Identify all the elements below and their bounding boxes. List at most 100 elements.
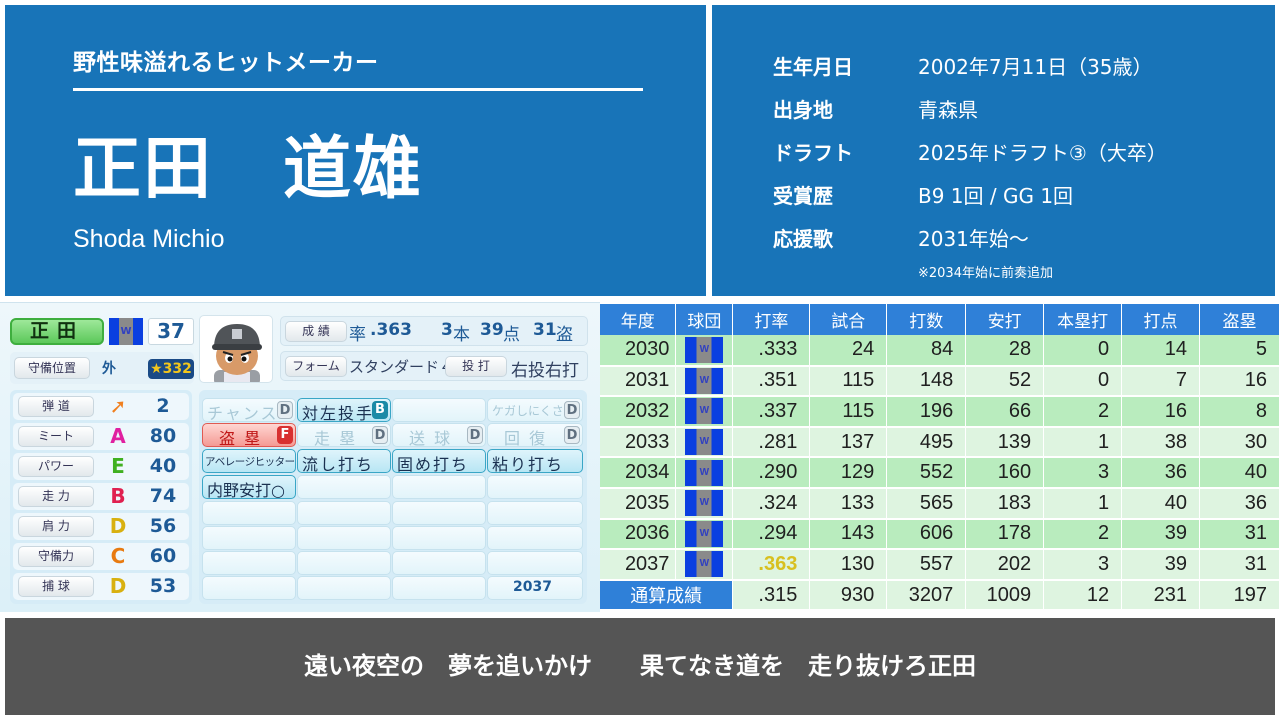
- header-hr: 本塁打: [1043, 304, 1123, 335]
- grade-icon: D: [109, 574, 127, 598]
- cell-hr: 2: [1043, 396, 1123, 428]
- cell-avg: .333: [732, 335, 811, 367]
- table-row: 2035 W .324 133 565 183 1 40 36: [600, 487, 1280, 520]
- profile-value: 2002年7月11日（35歳）: [918, 54, 1153, 79]
- ability-value: 80: [149, 425, 177, 447]
- cell-hits: 178: [965, 518, 1045, 551]
- cell-team: W: [675, 487, 734, 520]
- trajectory-arrow-icon: ➚: [109, 394, 127, 418]
- table-header-row: 年度 球団 打率 試合 打数 安打 本塁打 打点 盗塁: [600, 304, 1280, 335]
- skill-empty: [297, 475, 391, 499]
- cell-rbi: 7: [1121, 365, 1200, 398]
- header-avg: 打率: [732, 304, 811, 335]
- form-value: スタンダード４: [349, 358, 455, 376]
- cell-rbi: 39: [1121, 549, 1200, 581]
- skill-empty: [487, 551, 583, 575]
- avg-prefix: 率: [349, 325, 366, 345]
- cell-games: 143: [809, 518, 888, 551]
- ability-label: 肩 力: [18, 516, 94, 537]
- table-row: 2036 W .294 143 606 178 2 39 31: [600, 518, 1280, 551]
- ability-card: 正田 W 37 守備位置 外 ★332 成 績 率 .363 3 本 39 点 …: [0, 302, 600, 612]
- profile-label: ドラフト: [773, 140, 853, 165]
- cell-games: 930: [809, 579, 888, 612]
- profile-label: 生年月日: [773, 54, 853, 79]
- skill-grade: D: [564, 401, 580, 419]
- skill-empty: [392, 475, 486, 499]
- ability-row-catching: 捕 球 D 53: [13, 573, 189, 600]
- cell-sb: 8: [1199, 396, 1280, 428]
- skill-empty: [202, 501, 296, 525]
- skill-empty: [392, 398, 486, 422]
- skill-empty: [297, 551, 391, 575]
- cell-games: 115: [809, 365, 888, 398]
- cell-avg: .324: [732, 487, 811, 520]
- profile-label: 応援歌: [773, 226, 833, 251]
- cell-team: W: [675, 335, 734, 367]
- skill-text: 送 球: [409, 429, 453, 447]
- skill-grade: F: [277, 426, 293, 444]
- cell-sb: 40: [1199, 457, 1280, 489]
- player-profile-card: 生年月日 2002年7月11日（35歳） 出身地 青森県 ドラフト 2025年ド…: [712, 5, 1275, 296]
- ability-value: 2: [156, 395, 170, 417]
- hr-value: 3: [441, 320, 453, 340]
- cell-year: 2032: [600, 396, 677, 428]
- profile-row-draft: ドラフト 2025年ドラフト③（大卒）: [773, 136, 1167, 166]
- table-total-row: 通算成績 .315 930 3207 1009 12 231 197: [600, 579, 1280, 612]
- table-row: 2034 W .290 129 552 160 3 36 40: [600, 457, 1280, 489]
- profile-row-cheer-song: 応援歌 2031年始～: [773, 222, 1029, 252]
- cell-hr: 0: [1043, 335, 1123, 367]
- cell-avg: .337: [732, 396, 811, 428]
- skill-text: アベレージヒッター: [205, 456, 295, 468]
- cell-year: 2030: [600, 335, 677, 367]
- player-title-card: 野性味溢れるヒットメーカー 正田 道雄 Shoda Michio: [5, 5, 706, 296]
- player-name-kanji: 正田 道雄: [73, 130, 424, 209]
- form-label: フォーム: [285, 356, 347, 377]
- cell-games: 129: [809, 457, 888, 489]
- cell-hr: 1: [1043, 487, 1123, 520]
- rbi-value: 39: [480, 320, 504, 340]
- skill-average-hitter: アベレージヒッター: [202, 449, 296, 473]
- cell-sb: 5: [1199, 335, 1280, 367]
- skill-stealing: 盗 塁 F: [202, 423, 296, 447]
- cell-hits: 52: [965, 365, 1045, 398]
- catchphrase: 野性味溢れるヒットメーカー: [73, 50, 379, 76]
- star-rating: ★332: [148, 359, 194, 379]
- skill-empty: [202, 576, 296, 600]
- skill-empty: [297, 526, 391, 550]
- career-stats-table: 年度 球団 打率 試合 打数 安打 本塁打 打点 盗塁 2030 W .333 …: [600, 304, 1280, 612]
- header-hits: 安打: [965, 304, 1045, 335]
- position-label: 守備位置: [14, 357, 90, 379]
- skill-empty: [392, 551, 486, 575]
- header-sb: 盗塁: [1199, 304, 1280, 335]
- profile-row-birthdate: 生年月日 2002年7月11日（35歳）: [773, 50, 1153, 80]
- cell-hits: 202: [965, 549, 1045, 581]
- player-avatar: [199, 315, 273, 383]
- cell-ab: 495: [886, 426, 967, 459]
- profile-row-awards: 受賞歴 B9 1回 / GG 1回: [773, 179, 1073, 209]
- cell-hits: 66: [965, 396, 1045, 428]
- skill-text: 流し打ち: [302, 455, 375, 473]
- table-row: 2032 W .337 115 196 66 2 16 8: [600, 396, 1280, 428]
- skill-empty: [202, 526, 296, 550]
- cell-year: 2031: [600, 365, 677, 398]
- profile-value: 2025年ドラフト③（大卒）: [918, 140, 1167, 165]
- cell-hr: 0: [1043, 365, 1123, 398]
- cell-total-label: 通算成績: [600, 579, 734, 612]
- header-year: 年度: [600, 304, 677, 335]
- ability-value: 56: [149, 515, 177, 537]
- skill-text: 盗 塁: [219, 429, 263, 447]
- table-row: 2031 W .351 115 148 52 0 7 16: [600, 365, 1280, 398]
- cell-rbi: 40: [1121, 487, 1200, 520]
- ability-value: 60: [149, 545, 177, 567]
- year-cell: 2037: [487, 576, 583, 600]
- header-games: 試合: [809, 304, 888, 335]
- cell-year: 2035: [600, 487, 677, 520]
- skill-text: 走 塁: [314, 429, 358, 447]
- skill-text: ケガしにくさ: [492, 404, 564, 418]
- skill-grade: D: [564, 426, 580, 444]
- nameplate: 正田: [10, 318, 104, 345]
- cell-hits: 1009: [965, 579, 1045, 612]
- cell-hits: 28: [965, 335, 1045, 367]
- cell-games: 24: [809, 335, 888, 367]
- cell-hr: 1: [1043, 426, 1123, 459]
